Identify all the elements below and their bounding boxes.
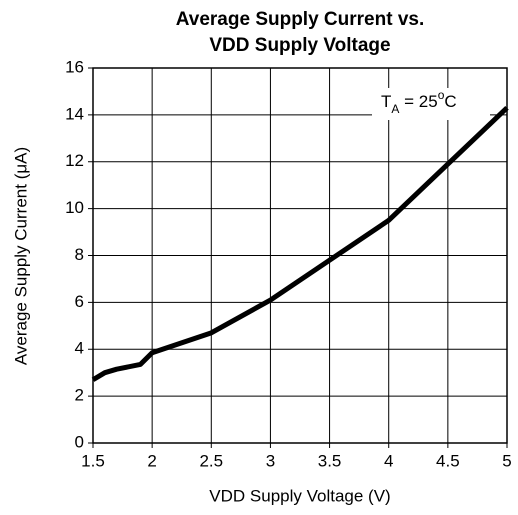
y-tick-label: 10 [65, 198, 84, 217]
y-tick-label: 8 [75, 245, 84, 264]
y-tick-label: 16 [65, 57, 84, 76]
chart-title: VDD Supply Voltage [209, 35, 390, 56]
y-axis-label: Average Supply Current (μA) [11, 147, 30, 365]
x-tick-label: 3 [266, 451, 275, 470]
annotation-part: o [438, 88, 445, 102]
x-tick-label: 2.5 [199, 451, 223, 470]
x-tick-label: 1.5 [81, 451, 105, 470]
y-tick-label: 0 [75, 432, 84, 451]
annotation-part: A [391, 102, 399, 116]
x-tick-label: 3.5 [318, 451, 342, 470]
y-tick-label: 14 [65, 104, 84, 123]
x-tick-label: 2 [147, 451, 156, 470]
plot-frame [92, 67, 508, 444]
y-tick-label: 6 [75, 292, 84, 311]
annotation: TA = 25oC [381, 88, 457, 116]
annotation-background [372, 88, 490, 120]
annotation-part: C [444, 92, 456, 111]
chart-title: Average Supply Current vs. [176, 9, 424, 30]
x-tick-label: 4 [384, 451, 393, 470]
annotation-part: T [381, 92, 391, 111]
x-tick-label: 5 [502, 451, 511, 470]
x-tick-label: 4.5 [436, 451, 460, 470]
x-axis-label: VDD Supply Voltage (V) [209, 486, 390, 505]
y-tick-label: 4 [75, 339, 84, 358]
annotation-part: = 25 [399, 92, 437, 111]
y-tick-label: 2 [75, 386, 84, 405]
data-line [91, 106, 509, 382]
y-tick-label: 12 [65, 151, 84, 170]
